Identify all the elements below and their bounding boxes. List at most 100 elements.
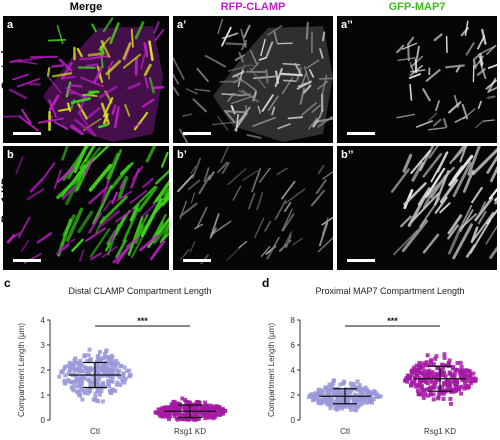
filament [119, 179, 125, 190]
filament [459, 209, 474, 232]
filament [129, 203, 140, 222]
filament [190, 165, 197, 174]
data-point [122, 380, 127, 385]
data-point [207, 407, 212, 412]
filament [260, 245, 271, 257]
data-point [96, 354, 101, 359]
data-point [425, 381, 430, 386]
data-point [431, 397, 436, 402]
data-point [121, 373, 125, 377]
filament [447, 224, 459, 240]
data-point [203, 416, 208, 421]
filament [318, 108, 324, 120]
data-point [325, 402, 330, 407]
data-point [378, 394, 383, 399]
filament [282, 62, 301, 66]
filament [306, 59, 320, 69]
data-point [68, 366, 72, 371]
data-point [78, 383, 83, 388]
filament [58, 107, 71, 112]
y-tick-label: 8 [291, 316, 296, 325]
data-point [175, 405, 180, 410]
filament [46, 67, 51, 77]
filament [435, 100, 440, 112]
data-point [417, 361, 422, 365]
column-title-rfp-clamp: RFP-CLAMP [220, 1, 286, 13]
filament [16, 78, 40, 88]
micrograph-merge-control [3, 17, 165, 142]
filament [261, 94, 274, 112]
data-point [354, 406, 359, 411]
data-point [419, 366, 424, 371]
data-point [211, 404, 216, 409]
data-point [443, 382, 447, 387]
data-point [90, 374, 95, 379]
data-point [424, 360, 429, 365]
filament [106, 152, 120, 180]
data-point [73, 356, 78, 361]
filament [205, 55, 227, 68]
data-point [370, 400, 374, 405]
data-point [314, 397, 319, 402]
data-point [331, 388, 336, 392]
data-point [417, 392, 422, 397]
data-point [87, 370, 92, 375]
data-point [428, 385, 433, 390]
filament [139, 234, 159, 252]
data-point [82, 391, 87, 396]
data-point [459, 365, 464, 369]
filament [409, 64, 424, 77]
filament [47, 38, 67, 42]
filament [187, 179, 201, 191]
filament [277, 123, 291, 130]
data-point [334, 390, 338, 395]
data-point [445, 386, 450, 391]
data-point [318, 392, 323, 397]
filament [59, 238, 76, 250]
data-point [418, 379, 423, 384]
data-point [403, 378, 407, 383]
data-point [73, 367, 78, 372]
filament [494, 196, 497, 202]
data-point [434, 373, 439, 378]
filament [129, 190, 148, 204]
filament [464, 20, 469, 37]
panel-label: b’’ [341, 149, 354, 161]
data-point [415, 388, 420, 393]
filament [471, 186, 483, 204]
data-point [367, 389, 372, 394]
filament [101, 245, 118, 259]
filament [92, 184, 113, 225]
scale-bar [347, 259, 375, 262]
filament [89, 146, 110, 165]
data-point [67, 360, 72, 365]
filament [401, 219, 429, 253]
data-point [337, 391, 342, 395]
filament [60, 164, 87, 198]
data-point [115, 380, 120, 385]
data-point [431, 362, 436, 367]
filament [428, 112, 438, 122]
data-point [463, 384, 468, 389]
micrograph-rfp-kd [177, 146, 333, 265]
filament [400, 215, 412, 228]
micrograph-gfp-control [396, 20, 497, 131]
data-point [69, 385, 74, 390]
data-point [324, 397, 329, 402]
data-point [463, 372, 468, 377]
data-point [77, 368, 82, 373]
filament [427, 127, 446, 131]
data-point [448, 385, 453, 390]
filament [143, 63, 152, 77]
data-point [215, 411, 219, 416]
filament [234, 54, 245, 62]
data-point [338, 382, 343, 387]
filament [53, 169, 62, 190]
data-point [218, 412, 222, 417]
data-point [216, 405, 221, 410]
data-point [348, 407, 353, 412]
filament [221, 26, 232, 47]
panel-a-gfp: a’’ [337, 16, 497, 143]
data-point [110, 387, 115, 392]
filament [396, 44, 405, 54]
